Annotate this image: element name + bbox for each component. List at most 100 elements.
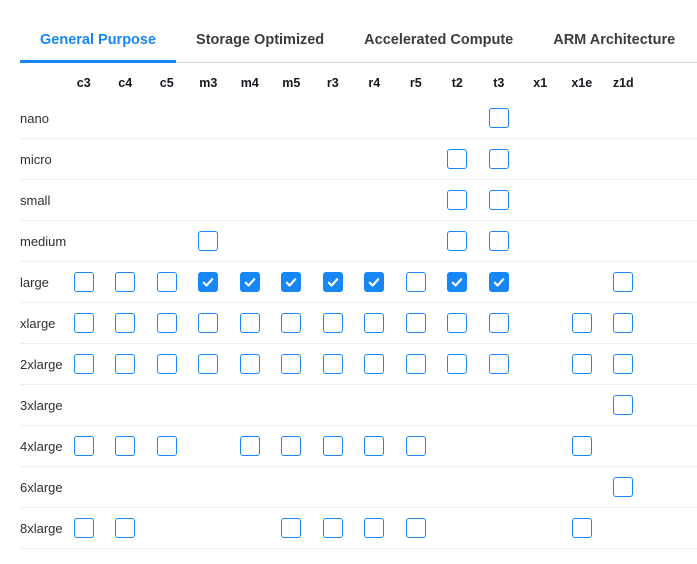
checkbox-3xlarge-z1d[interactable] <box>613 395 634 415</box>
checkbox-large-t2[interactable] <box>447 272 468 292</box>
cell-8xlarge-c3 <box>63 508 105 548</box>
checkbox-8xlarge-r5[interactable] <box>405 518 426 538</box>
cell-3xlarge-c3 <box>63 385 105 425</box>
checkbox-xlarge-c3[interactable] <box>73 313 94 333</box>
checkbox-xlarge-r4[interactable] <box>364 313 385 333</box>
checkbox-xlarge-t2[interactable] <box>447 313 468 333</box>
checkbox-6xlarge-z1d[interactable] <box>613 477 634 497</box>
row-xlarge: xlarge <box>20 303 697 344</box>
check-icon <box>369 278 380 287</box>
checkbox-4xlarge-c3[interactable] <box>73 436 94 456</box>
column-header-c4: c4 <box>118 76 133 90</box>
checkbox-4xlarge-r3[interactable] <box>322 436 343 456</box>
checkbox-micro-t2[interactable] <box>447 149 468 169</box>
cell-6xlarge-m5 <box>271 467 313 507</box>
cell-xlarge-z1d <box>603 303 645 343</box>
checkbox-xlarge-m5[interactable] <box>281 313 302 333</box>
checkbox-2xlarge-m5[interactable] <box>281 354 302 374</box>
checkbox-4xlarge-m4[interactable] <box>239 436 260 456</box>
checkbox-4xlarge-c4[interactable] <box>115 436 136 456</box>
checkbox-4xlarge-r5[interactable] <box>405 436 426 456</box>
cell-micro-r4 <box>354 139 396 179</box>
checkbox-2xlarge-z1d[interactable] <box>613 354 634 374</box>
checkbox-large-m5[interactable] <box>281 272 302 292</box>
checkbox-xlarge-m4[interactable] <box>239 313 260 333</box>
checkbox-4xlarge-r4[interactable] <box>364 436 385 456</box>
cell-large-t3 <box>478 262 520 302</box>
checkbox-xlarge-c4[interactable] <box>115 313 136 333</box>
tab-storage-optimized[interactable]: Storage Optimized <box>176 18 344 62</box>
checkbox-2xlarge-r4[interactable] <box>364 354 385 374</box>
cell-xlarge-c4 <box>105 303 147 343</box>
cell-small-m3 <box>188 180 230 220</box>
checkbox-nano-t3[interactable] <box>488 108 509 128</box>
checkbox-2xlarge-t3[interactable] <box>488 354 509 374</box>
checkbox-xlarge-c5[interactable] <box>156 313 177 333</box>
checkbox-medium-t2[interactable] <box>447 231 468 251</box>
checkbox-large-t3[interactable] <box>488 272 509 292</box>
cell-large-c3 <box>63 262 105 302</box>
checkbox-8xlarge-c4[interactable] <box>115 518 136 538</box>
checkbox-large-r4[interactable] <box>364 272 385 292</box>
checkbox-2xlarge-x1e[interactable] <box>571 354 592 374</box>
cell-4xlarge-c3 <box>63 426 105 466</box>
checkbox-2xlarge-m3[interactable] <box>198 354 219 374</box>
cell-3xlarge-x1 <box>520 385 562 425</box>
checkbox-xlarge-x1e[interactable] <box>571 313 592 333</box>
cell-6xlarge-r4 <box>354 467 396 507</box>
checkbox-xlarge-r5[interactable] <box>405 313 426 333</box>
cell-micro-c3 <box>63 139 105 179</box>
checkbox-large-z1d[interactable] <box>613 272 634 292</box>
tab-arm-architecture[interactable]: ARM Architecture <box>533 18 695 62</box>
checkbox-xlarge-r3[interactable] <box>322 313 343 333</box>
checkbox-8xlarge-m5[interactable] <box>281 518 302 538</box>
checkbox-2xlarge-t2[interactable] <box>447 354 468 374</box>
checkbox-4xlarge-m5[interactable] <box>281 436 302 456</box>
tab-general-purpose[interactable]: General Purpose <box>20 18 177 63</box>
row-label-nano: nano <box>20 110 49 126</box>
tab-accelerated-compute[interactable]: Accelerated Compute <box>344 18 533 62</box>
checkbox-small-t2[interactable] <box>447 190 468 210</box>
checkbox-2xlarge-r5[interactable] <box>405 354 426 374</box>
checkbox-8xlarge-x1e[interactable] <box>571 518 592 538</box>
checkbox-large-c4[interactable] <box>115 272 136 292</box>
checkbox-large-m3[interactable] <box>198 272 219 292</box>
checkbox-2xlarge-r3[interactable] <box>322 354 343 374</box>
checkbox-large-r3[interactable] <box>322 272 343 292</box>
tab-storage-optimized-label: Storage Optimized <box>196 32 325 48</box>
checkbox-small-t3[interactable] <box>488 190 509 210</box>
column-header-t2: t2 <box>451 76 463 90</box>
checkbox-micro-t3[interactable] <box>488 149 509 169</box>
cell-nano-m5 <box>271 98 313 138</box>
checkbox-2xlarge-c5[interactable] <box>156 354 177 374</box>
checkbox-large-c5[interactable] <box>156 272 177 292</box>
cell-4xlarge-r5 <box>395 426 437 466</box>
checkbox-medium-t3[interactable] <box>488 231 509 251</box>
cell-8xlarge-m4 <box>229 508 271 548</box>
row-label-2xlarge: 2xlarge <box>20 356 63 372</box>
checkbox-medium-m3[interactable] <box>198 231 219 251</box>
checkbox-8xlarge-r4[interactable] <box>364 518 385 538</box>
checkbox-8xlarge-r3[interactable] <box>322 518 343 538</box>
checkbox-large-m4[interactable] <box>239 272 260 292</box>
cell-8xlarge-m3 <box>188 508 230 548</box>
grid-body: nano micro small medium large xlarge 2xlarge 3x… <box>20 98 697 549</box>
checkbox-xlarge-t3[interactable] <box>488 313 509 333</box>
cell-small-r5 <box>395 180 437 220</box>
checkbox-2xlarge-c4[interactable] <box>115 354 136 374</box>
checkbox-large-c3[interactable] <box>73 272 94 292</box>
checkbox-large-r5[interactable] <box>405 272 426 292</box>
cell-medium-t2 <box>437 221 479 261</box>
checkbox-8xlarge-c3[interactable] <box>73 518 94 538</box>
checkbox-2xlarge-c3[interactable] <box>73 354 94 374</box>
checkbox-xlarge-m3[interactable] <box>198 313 219 333</box>
instance-size-matrix: c3 c4 c5 m3 m4 m5 r3 r4 r5 t2 t3 x1 x1e z1d nano micro… <box>20 63 697 549</box>
cell-micro-m5 <box>271 139 313 179</box>
checkbox-xlarge-z1d[interactable] <box>613 313 634 333</box>
checkbox-4xlarge-x1e[interactable] <box>571 436 592 456</box>
checkbox-2xlarge-m4[interactable] <box>239 354 260 374</box>
checkbox-4xlarge-c5[interactable] <box>156 436 177 456</box>
cell-6xlarge-m4 <box>229 467 271 507</box>
cell-4xlarge-m4 <box>229 426 271 466</box>
cell-xlarge-t3 <box>478 303 520 343</box>
